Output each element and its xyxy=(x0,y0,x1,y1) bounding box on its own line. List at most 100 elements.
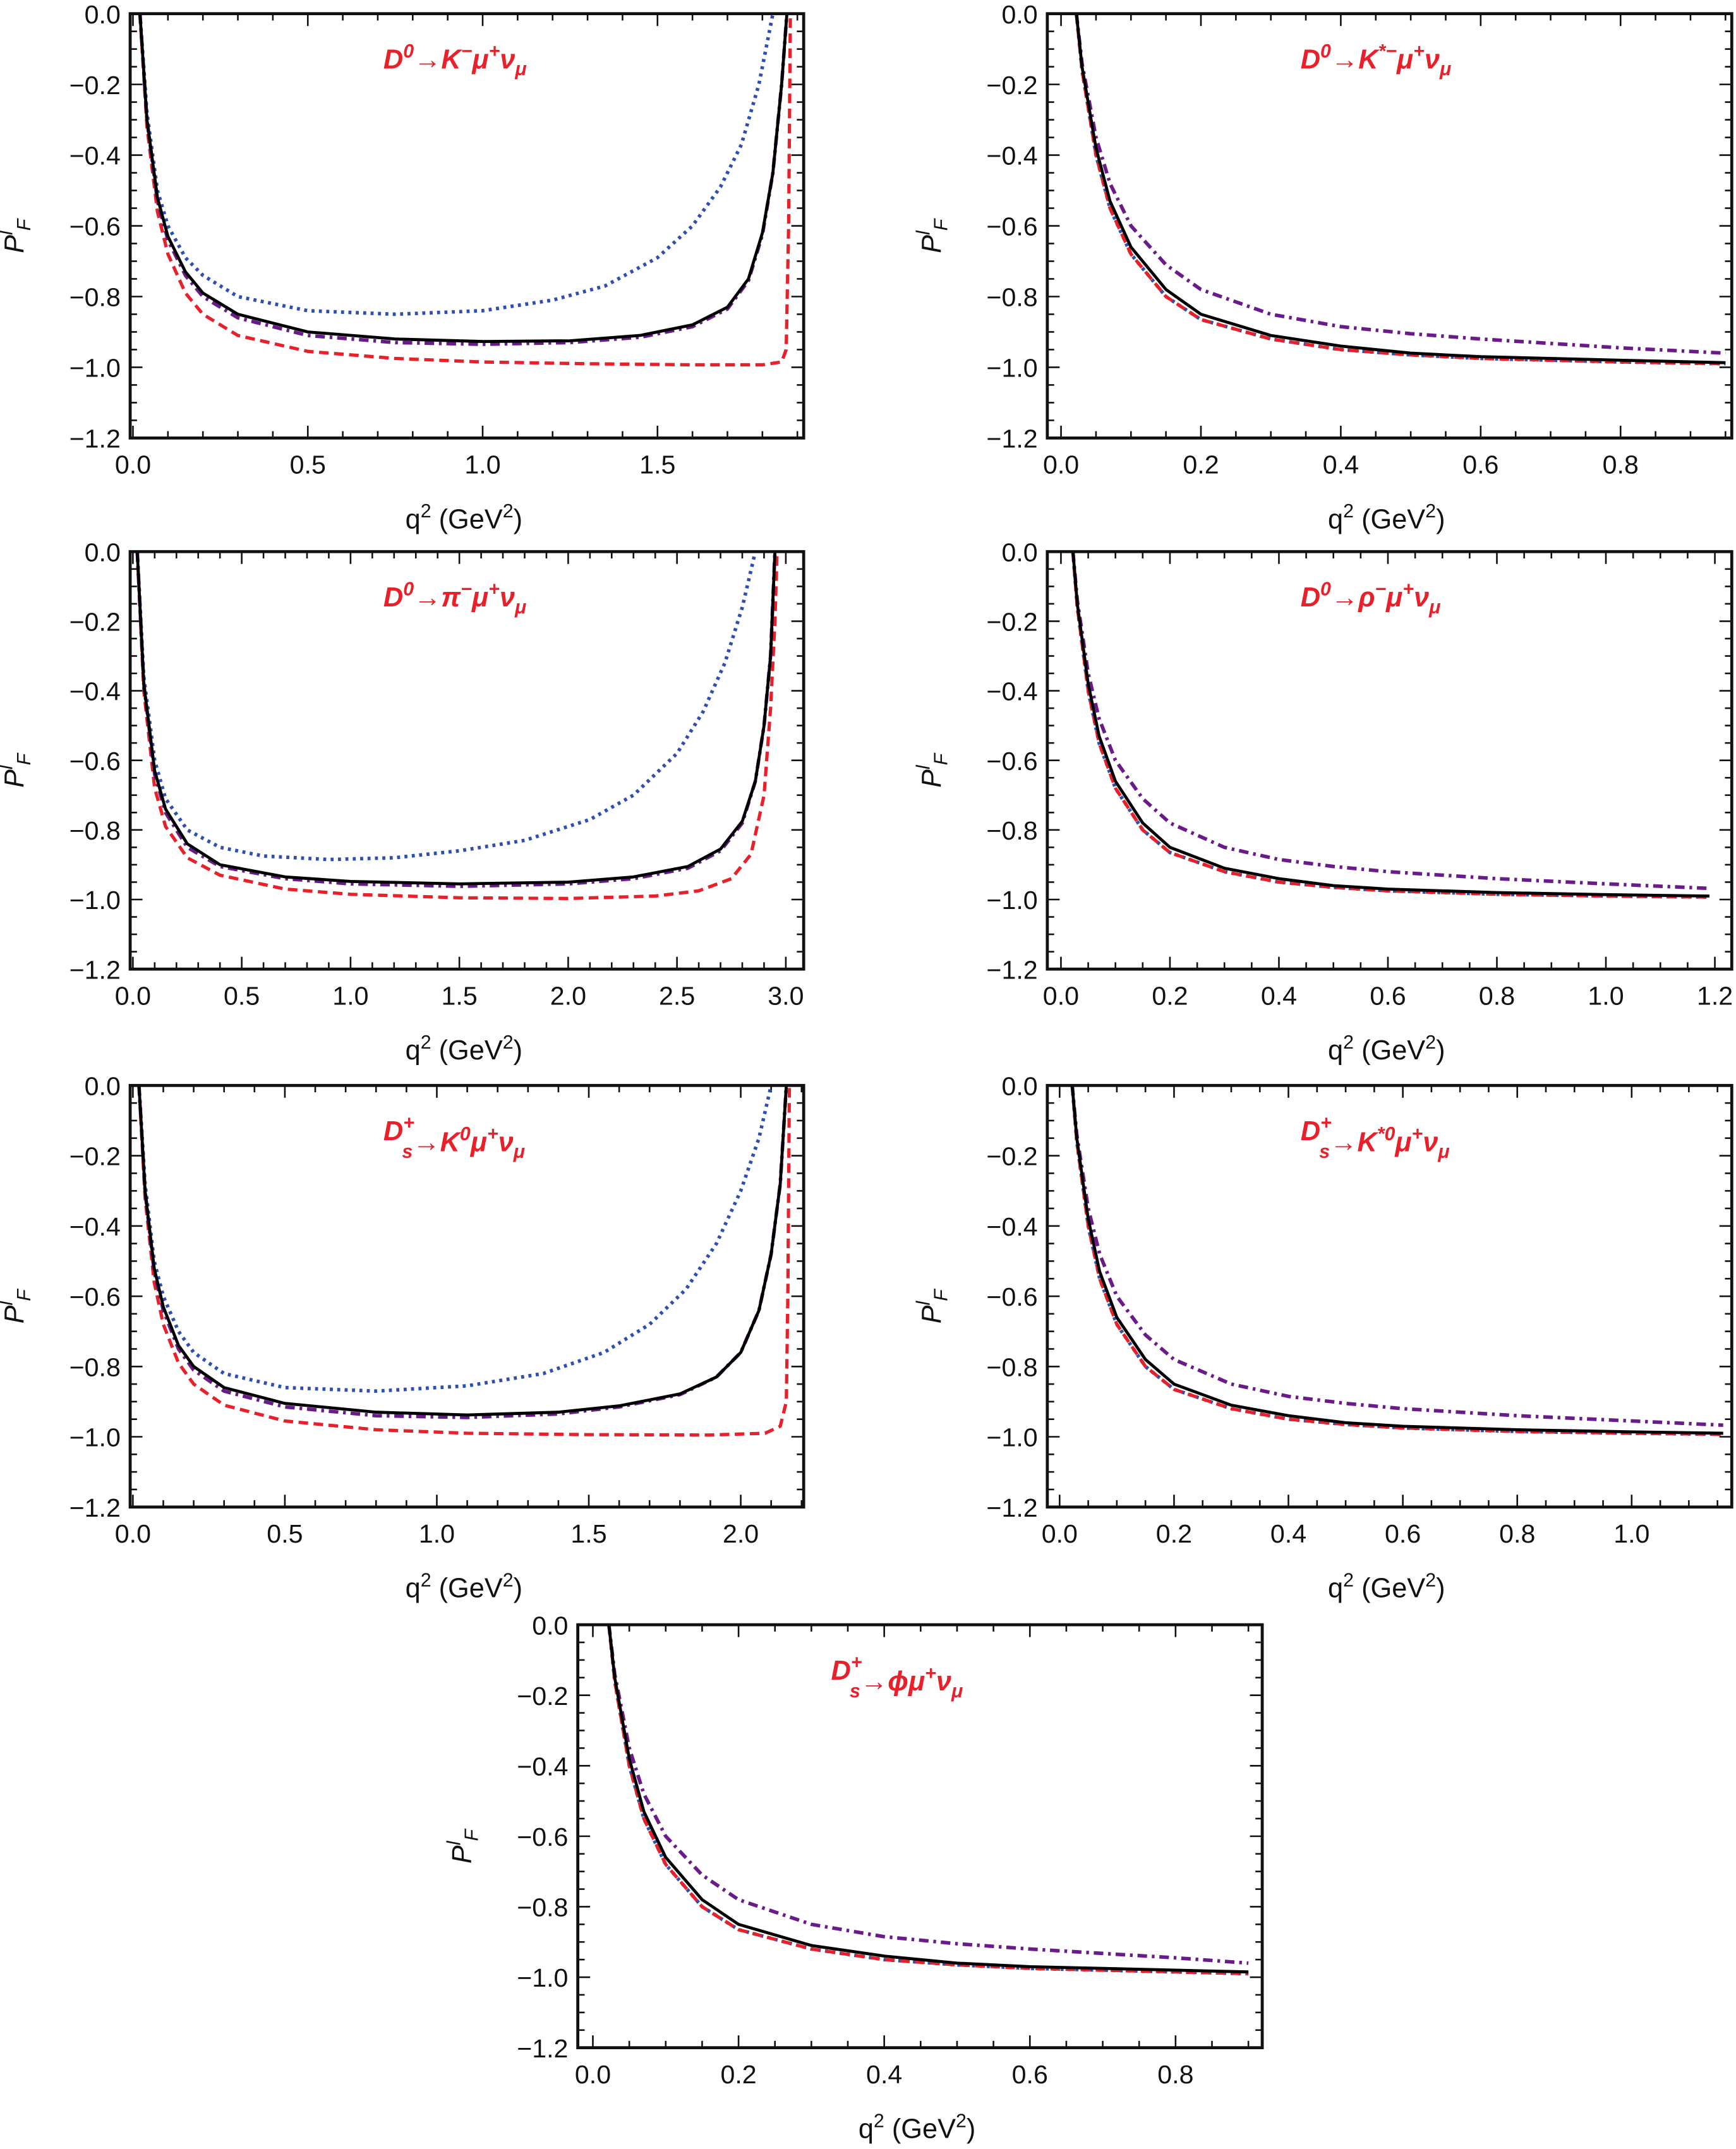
panel-5: 0.0 0.5 1.0 1.5 2.0 0.0 −0.2 −0.4 −0.6 −0.8 −1.0 −1… xyxy=(0,1072,805,1604)
panel-title-part: ν xyxy=(500,582,515,613)
x-tick-label: 0.5 xyxy=(267,1519,303,1548)
series-dashed-line xyxy=(1070,1085,1723,1436)
panel-title: D+ s→K0μ+νμ xyxy=(383,1113,525,1163)
plot-frame xyxy=(128,12,805,440)
y-axis-label-part: F xyxy=(931,218,952,231)
panel-title: D+ s→K*0μ+νμ xyxy=(1301,1113,1450,1163)
x-tick-label: 0.6 xyxy=(1462,450,1498,479)
y-tick-label: −0.8 xyxy=(69,816,121,845)
y-axis-label: PlF xyxy=(913,752,952,788)
panel-title-part: + xyxy=(1402,579,1414,600)
panel-title-part: μ xyxy=(470,1127,487,1157)
y-tick-label: −0.8 xyxy=(69,283,121,312)
y-axis-label-part: P xyxy=(917,769,947,788)
panel-title-part: μ xyxy=(1396,44,1413,75)
y-axis-label-part: F xyxy=(461,1829,482,1841)
x-tick-label: 0.4 xyxy=(1270,1519,1306,1548)
series-dashed-line xyxy=(1071,551,1709,899)
x-tick-label: 1.0 xyxy=(464,450,500,479)
x-tick-label: 0.4 xyxy=(1261,981,1297,1010)
series-dashed-line xyxy=(1075,13,1726,366)
panel-title-part: μ xyxy=(1439,59,1451,80)
panel-title-part: − xyxy=(461,579,472,600)
panel-title-part: μ xyxy=(514,59,526,80)
y-axis-label-part: l xyxy=(0,1300,17,1305)
x-axis-label-part: 2 xyxy=(1343,1570,1354,1591)
y-tick-label: −0.8 xyxy=(986,283,1037,312)
y-tick-label: −0.4 xyxy=(69,1212,121,1241)
y-tick-label: −0.8 xyxy=(517,1893,568,1922)
x-tick-label: 3.0 xyxy=(768,981,804,1010)
panel-title-part: *0 xyxy=(1377,1124,1395,1145)
x-axis-label: q2 (GeV2) xyxy=(859,2110,975,2144)
series-dotdash-line xyxy=(1075,13,1726,355)
panel-title-part: *− xyxy=(1378,41,1397,62)
y-tick-label: −0.2 xyxy=(69,608,121,637)
panel-title-part: + xyxy=(1413,41,1425,62)
panel-1: 0.0 0.5 1.0 1.5 0.0 −0.2 −0.4 −0.6 −0.8 −1.0 −1.2 q… xyxy=(0,0,805,534)
panel-title-part: 0 xyxy=(460,1124,471,1145)
x-axis-label-part: (GeV xyxy=(431,1574,503,1604)
panel-6: 0.0 0.2 0.4 0.6 0.8 1.0 0.0 −0.2 −0.4 −0.6 −0.8 −1.… xyxy=(913,1072,1733,1604)
x-axis-label-part: (GeV xyxy=(884,2114,956,2145)
y-axis-label: PlF xyxy=(0,752,35,788)
x-tick-label: 1.5 xyxy=(639,450,675,479)
panel-title-part: μ xyxy=(1385,582,1402,613)
x-axis-label-part: 2 xyxy=(421,1570,431,1591)
x-axis-label-part: 2 xyxy=(503,501,514,522)
x-axis-label-part: q xyxy=(1328,1035,1343,1066)
series-dotdash-line xyxy=(138,13,789,346)
panel-title-part: s xyxy=(850,1681,860,1702)
y-tick-label: −1.0 xyxy=(69,1423,121,1452)
y-axis-label-part: P xyxy=(0,235,30,253)
series-solid-line xyxy=(607,1625,1249,1974)
panel-title-part: ν xyxy=(1425,44,1440,75)
panel-title-part: + xyxy=(851,1652,862,1673)
y-axis-label-part: P xyxy=(0,769,30,788)
y-tick-label: −0.6 xyxy=(986,747,1037,776)
y-tick-label: −0.6 xyxy=(986,1282,1037,1311)
y-axis-label-part: l xyxy=(0,230,17,235)
x-tick-label: 1.0 xyxy=(1613,1519,1649,1548)
panel-title-part: 0 xyxy=(403,41,414,62)
panel-title: D0→ρ−μ+νμ xyxy=(1301,579,1441,618)
x-axis-label-part: 2 xyxy=(421,1032,431,1053)
x-axis-label-part: 2 xyxy=(1425,1570,1436,1591)
series-solid-line xyxy=(135,551,777,886)
plot-frame xyxy=(128,550,805,971)
x-tick-label: 0.6 xyxy=(1012,2060,1048,2089)
panel-title-part: 0 xyxy=(1320,579,1331,600)
y-tick-label: −0.2 xyxy=(986,1142,1037,1171)
series-group xyxy=(1071,551,1710,899)
x-tick-label: 1.0 xyxy=(332,981,368,1010)
series-solid-line xyxy=(138,13,788,343)
y-tick-label: 0.0 xyxy=(85,538,121,567)
y-tick-label: −1.2 xyxy=(986,955,1037,984)
y-axis-label-part: F xyxy=(14,752,35,765)
x-axis-label-part: 2 xyxy=(503,1570,514,1591)
y-tick-label: −0.4 xyxy=(986,1212,1037,1241)
x-axis-label-part: (GeV xyxy=(431,504,503,534)
y-axis-label-part: P xyxy=(447,1845,478,1863)
x-axis-label-part: q xyxy=(406,1035,421,1066)
panel-title-part: + xyxy=(488,579,500,600)
panel-title-part: + xyxy=(925,1663,936,1684)
series-dotdash-line xyxy=(607,1625,1249,1965)
series-group xyxy=(1075,13,1726,366)
x-axis-label-part: 2 xyxy=(1425,1032,1436,1053)
panel-title-part: 0 xyxy=(1320,41,1331,62)
panel-title-part: s xyxy=(402,1141,413,1162)
x-axis-label-part: ) xyxy=(514,504,522,534)
series-solid-line xyxy=(1075,13,1726,364)
y-tick-label: −0.6 xyxy=(69,1282,121,1311)
x-tick-label: 1.0 xyxy=(419,1519,455,1548)
x-axis-label-part: (GeV xyxy=(1354,1574,1425,1604)
series-dashed-line xyxy=(137,1085,792,1437)
x-tick-label: 0.2 xyxy=(1183,450,1219,479)
y-tick-label: −0.4 xyxy=(517,1752,568,1781)
x-axis-label-part: ) xyxy=(1436,1035,1445,1066)
panel-title-part: D xyxy=(831,1656,850,1686)
x-tick-label: 0.6 xyxy=(1370,981,1406,1010)
y-tick-label: 0.0 xyxy=(1001,538,1037,567)
y-axis-label: PlF xyxy=(443,1829,482,1864)
